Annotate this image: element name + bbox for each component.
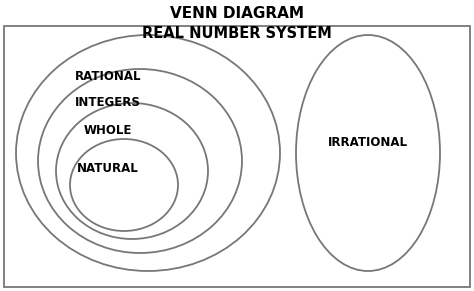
Text: VENN DIAGRAM: VENN DIAGRAM [170, 6, 304, 20]
Text: INTEGERS: INTEGERS [75, 97, 141, 109]
Text: REAL NUMBER SYSTEM: REAL NUMBER SYSTEM [142, 26, 332, 40]
Text: WHOLE: WHOLE [84, 125, 132, 138]
Bar [4, 26, 470, 287]
Text: RATIONAL: RATIONAL [75, 70, 141, 83]
Text: IRRATIONAL: IRRATIONAL [328, 136, 408, 150]
Text: NATURAL: NATURAL [77, 162, 139, 175]
